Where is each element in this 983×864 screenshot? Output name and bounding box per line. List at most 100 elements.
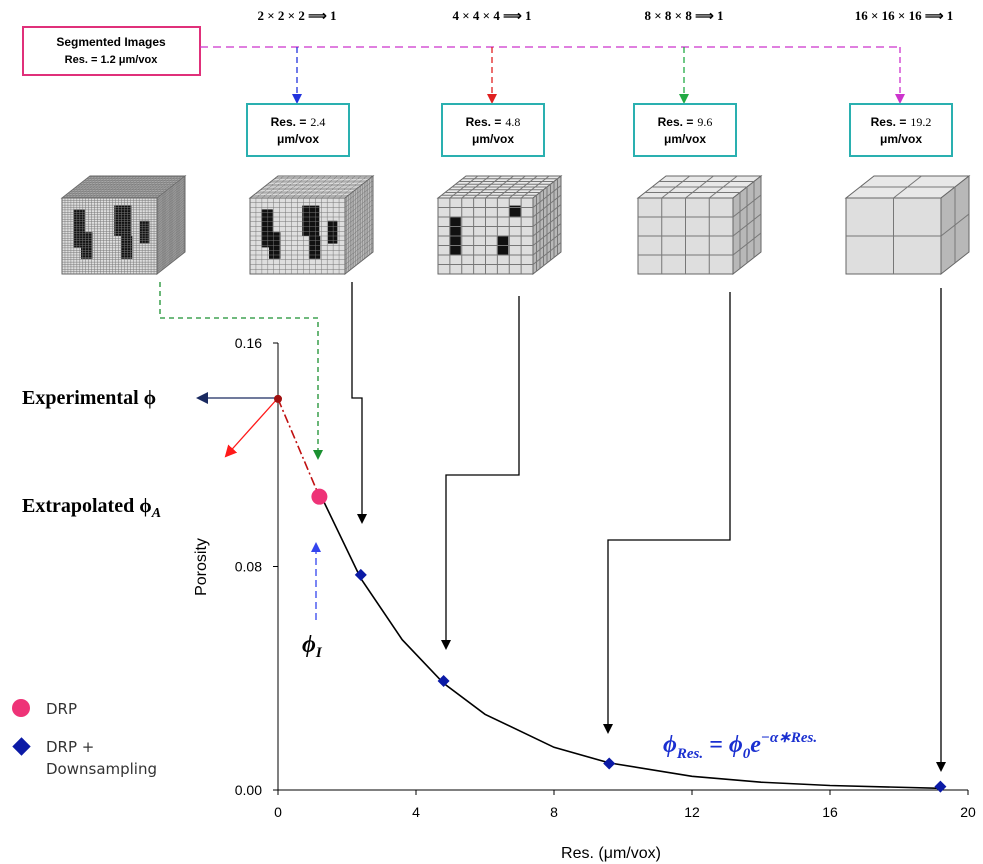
cube-grid — [344, 237, 374, 260]
point — [311, 488, 328, 505]
cube-grid — [156, 235, 186, 258]
cube-pore — [261, 209, 273, 248]
cube-grid — [156, 216, 186, 239]
annotation: Experimental ϕ — [22, 387, 156, 409]
equation: ϕRes. = ϕ0e−α∗Res. — [663, 730, 817, 762]
arrow — [441, 296, 520, 650]
source-box — [22, 26, 201, 76]
x-tick-label: 4 — [412, 804, 420, 820]
cube-grid — [321, 175, 350, 199]
cube-grid — [156, 218, 186, 241]
cube-grid — [344, 228, 374, 251]
point — [354, 568, 367, 581]
cube-pore — [327, 220, 338, 244]
stage-box — [441, 103, 545, 157]
legend-swatch — [12, 699, 30, 717]
y-tick-label: 0.16 — [235, 335, 262, 351]
equation-part: = ϕ — [703, 732, 743, 758]
stage-unit: μm/vox — [472, 132, 514, 146]
stage-res: Res. = 4.8 — [466, 115, 521, 129]
cube-grid — [732, 232, 762, 256]
cube-grid — [156, 225, 186, 249]
y-axis-label: Porosity — [193, 538, 210, 596]
arrow — [159, 282, 323, 460]
annotation: ϕI — [302, 632, 323, 661]
cube-grid — [344, 232, 374, 256]
factor-label: 2 × 2 × 2 ⟹ 1 — [258, 8, 337, 23]
factor-label: 4 × 4 × 4 ⟹ 1 — [453, 8, 532, 23]
x-tick-label: 16 — [822, 804, 838, 820]
cube-grid — [156, 223, 186, 246]
x-axis-label: Res. (μm/vox) — [561, 845, 661, 862]
cube-grid — [150, 175, 180, 199]
flow-arrows — [159, 282, 946, 772]
cube-pore — [509, 205, 521, 217]
equation-part: 0 — [743, 746, 751, 762]
fit-curve — [318, 492, 941, 790]
cubes — [60, 174, 971, 276]
arrow — [603, 292, 731, 734]
legend-entry: DRP + Downsampling — [12, 736, 158, 780]
cube-grid — [344, 247, 374, 270]
legend-label: DRP + Downsampling — [46, 738, 158, 778]
equation-part: ϕ — [663, 732, 677, 758]
x-tick-label: 8 — [550, 804, 558, 820]
legend-label: DRP — [46, 700, 78, 718]
stage-res: Res. = 19.2 — [871, 115, 932, 129]
res-label: Res. = — [658, 115, 694, 129]
cube-grid — [327, 175, 356, 199]
x-tick-label: 12 — [684, 804, 700, 820]
cube-grid — [520, 175, 550, 199]
cube-pore — [120, 236, 133, 259]
arrow — [351, 282, 367, 524]
annotation-sub: A — [151, 506, 161, 521]
res-value: 2.4 — [310, 115, 325, 129]
x-tick-label: 20 — [960, 804, 976, 820]
cube-grid — [708, 175, 738, 199]
cube-pore — [73, 209, 85, 248]
cube-grid — [156, 242, 186, 265]
stage-res: Res. = 2.4 — [271, 115, 326, 129]
cube-grid — [147, 175, 177, 199]
cube-grid — [497, 175, 526, 199]
legend-swatch — [12, 737, 31, 756]
cube-grid — [156, 228, 186, 251]
cube-grid — [153, 175, 183, 199]
factor-label: 16 × 16 × 16 ⟹ 1 — [855, 8, 953, 23]
res-value: 4.8 — [505, 115, 520, 129]
cube-grid — [344, 218, 374, 241]
point — [437, 675, 450, 688]
y-tick-label: 0.00 — [235, 782, 262, 798]
source-res: Res. = 1.2 μm/vox — [65, 54, 159, 66]
res-label: Res. = — [871, 115, 907, 129]
res-value: 19.2 — [910, 115, 931, 129]
annotation-text: ϕ — [302, 632, 316, 658]
cube-grid — [156, 230, 186, 253]
stage-box — [849, 103, 953, 157]
legend-entry: DRP — [12, 698, 146, 720]
cube-grid — [156, 249, 186, 272]
equation-part: e — [750, 732, 761, 758]
annotation-sub: I — [315, 645, 323, 661]
stage-unit: μm/vox — [277, 132, 319, 146]
res-label: Res. = — [466, 115, 502, 129]
cube-grid — [332, 175, 362, 199]
stage-unit: μm/vox — [664, 132, 706, 146]
cube-pore — [308, 236, 321, 259]
cube-grid — [156, 247, 186, 270]
cube-pore — [139, 220, 150, 244]
cube-grid — [532, 232, 562, 256]
equation-part: −α∗Res. — [761, 730, 817, 746]
stage-box — [633, 103, 737, 157]
cube-grid — [338, 175, 368, 199]
cube-grid — [156, 232, 186, 256]
cube-grid — [532, 242, 562, 265]
cube-grid — [156, 244, 186, 268]
cube-grid — [144, 175, 174, 199]
factor-label: 8 × 8 × 8 ⟹ 1 — [645, 8, 724, 23]
experimental-point — [274, 394, 282, 403]
point — [934, 780, 947, 793]
x-tick-label: 0 — [274, 804, 282, 820]
